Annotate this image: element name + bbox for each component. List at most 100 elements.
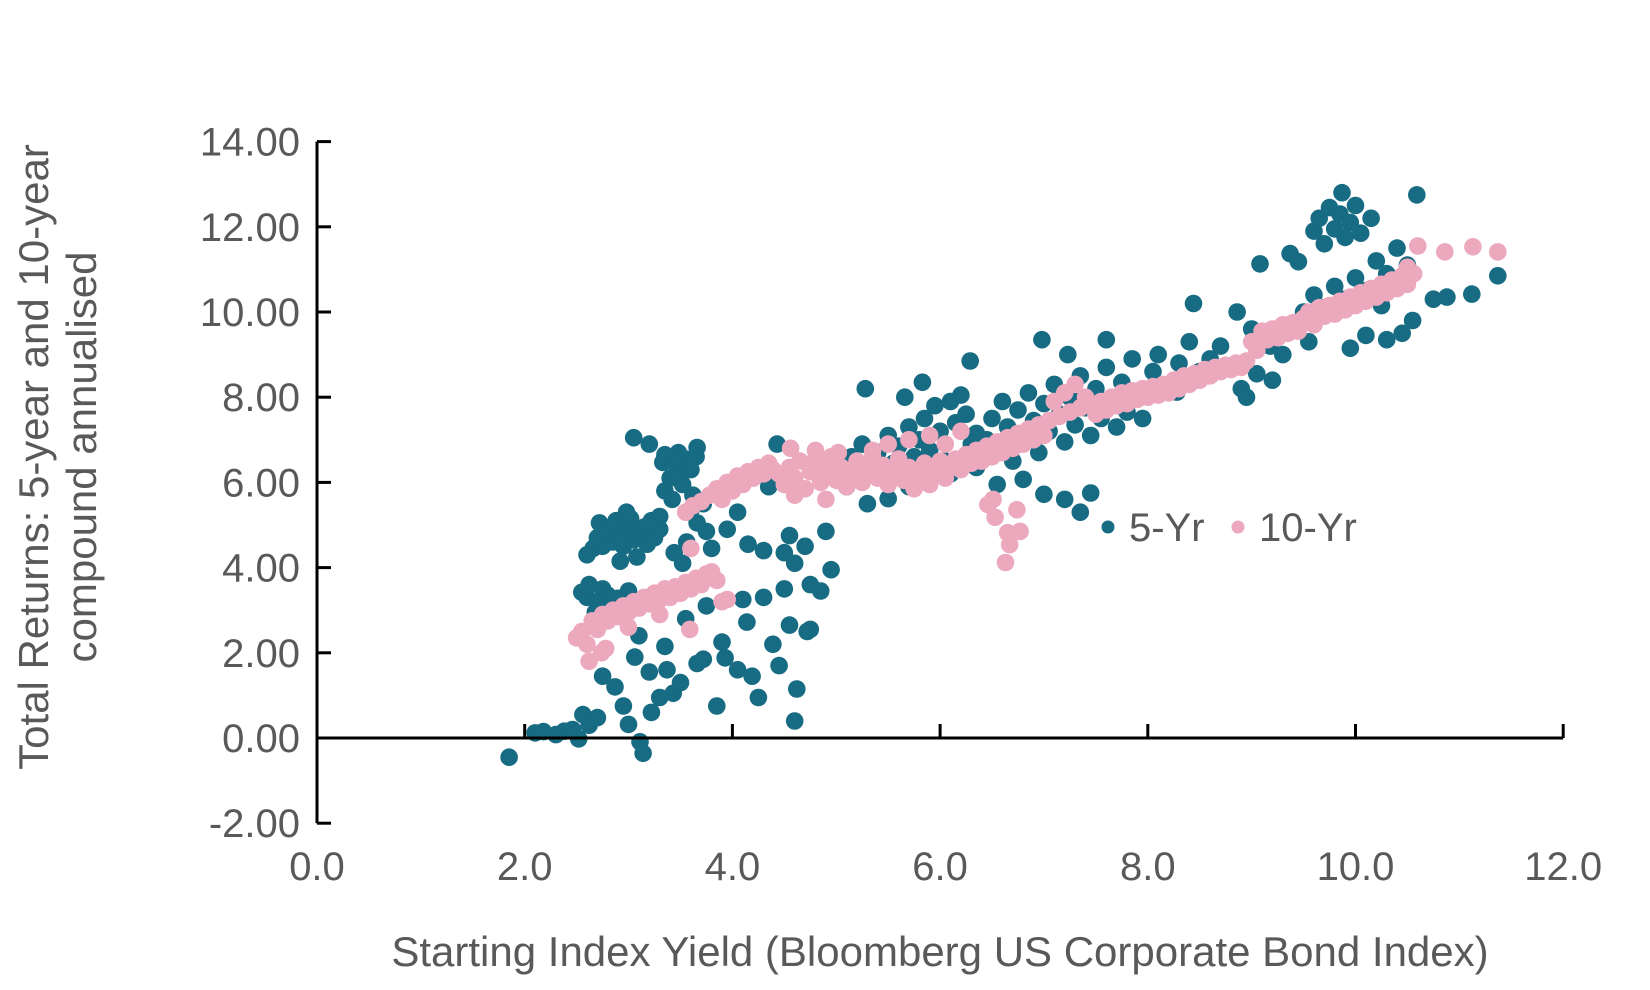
scatter-point-5-yr [1377, 330, 1396, 349]
scatter-point-5-yr [654, 453, 672, 472]
scatter-point-5-yr [1211, 337, 1230, 355]
scatter-point-5-yr [1133, 409, 1152, 428]
scatter-point-5-yr [993, 392, 1012, 411]
scatter-point-5-yr [614, 697, 633, 715]
scatter-point-5-yr [640, 663, 659, 681]
scatter-point-5-yr [650, 688, 669, 707]
scatter-point-5-yr [1274, 345, 1292, 364]
scatter-point-5-yr [663, 490, 681, 509]
scatter-point-5-yr [1081, 484, 1100, 502]
x-tick-labels: 0.0 2.0 4.0 6.0 8.0 10.0 12.0 [289, 845, 1602, 889]
legend-label-10yr: 10-Yr [1259, 506, 1357, 550]
scatter-point-10-yr [920, 426, 939, 445]
scatter-point-5-yr [734, 590, 752, 609]
legend: 5-Yr 10-Yr [1101, 506, 1357, 550]
scatter-point-5-yr [1251, 255, 1269, 273]
scatter-point-5-yr [988, 475, 1006, 494]
legend-label-5yr: 5-Yr [1129, 506, 1205, 550]
scatter-point-5-yr [697, 597, 716, 615]
scatter-point-5-yr [961, 352, 979, 370]
scatter-point-5-yr [1059, 345, 1077, 364]
scatter-point-10-yr [1035, 426, 1053, 445]
y-tick-labels: -2.00 0.00 2.00 4.00 6.00 8.00 10.00 12.00 14.00 [200, 121, 300, 847]
scatter-point-5-yr [822, 560, 840, 579]
scatter-point-5-yr [780, 526, 799, 545]
scatter-point-5-yr [619, 715, 638, 734]
scatter-point-5-yr [634, 744, 652, 763]
scatter-point-5-yr [1388, 239, 1406, 257]
scatter-point-10-yr [1011, 522, 1029, 541]
scatter-point-5-yr [640, 435, 659, 453]
scatter-point-5-yr [617, 503, 636, 521]
scatter-point-5-yr [900, 418, 918, 436]
scatter-point-5-yr [738, 613, 756, 631]
scatter-point-10-yr [1398, 258, 1417, 277]
y-tick-label: 4.00 [222, 547, 300, 591]
scatter-point-5-yr [1325, 277, 1344, 296]
legend-marker-5yr-icon [1101, 520, 1115, 534]
scatter-point-5-yr [668, 452, 687, 470]
scatter-point-10-yr [863, 441, 882, 460]
scatter-point-10-yr [829, 443, 848, 462]
scatter-point-10-yr [1000, 535, 1019, 554]
scatter-point-5-yr [1341, 339, 1360, 358]
scatter-point-10-yr [1409, 237, 1427, 255]
scatter-point-10-yr [682, 539, 700, 558]
scatter-point-10-yr [879, 435, 897, 453]
scatter-point-5-yr [1149, 345, 1167, 364]
scatter-point-5-yr [1408, 186, 1426, 204]
scatter-point-5-yr [611, 552, 629, 570]
scatter-point-5-yr [500, 748, 518, 766]
x-tick-label: 10.0 [1317, 845, 1395, 889]
scatter-point-5-yr [694, 650, 713, 668]
scatter-point-5-yr [785, 712, 804, 730]
scatter-point-5-yr [606, 678, 624, 696]
scatter-point-5-yr [588, 708, 607, 727]
scatter-point-5-yr [1144, 362, 1162, 381]
scatter-point-5-yr [593, 667, 612, 685]
scatter-point-5-yr [915, 409, 934, 428]
y-tick-label: 14.00 [200, 121, 300, 165]
scatter-point-10-yr [596, 639, 615, 658]
scatter-point-5-yr [957, 405, 975, 424]
scatter-point-10-yr [952, 422, 970, 441]
scatter-point-5-yr [650, 507, 669, 526]
scatter-point-5-yr [708, 697, 726, 715]
scatter-point-5-yr [1097, 358, 1116, 377]
scatter-point-5-yr [716, 649, 734, 667]
scatter-point-10-yr [796, 480, 814, 498]
scatter-point-5-yr [1351, 224, 1370, 242]
scatter-point-5-yr [658, 661, 676, 679]
scatter-point-5-yr [896, 388, 914, 407]
scatter-point-10-yr [580, 652, 598, 671]
scatter-point-10-yr [986, 508, 1004, 527]
scatter-point-5-yr [983, 409, 1001, 428]
scatter-point-5-yr [702, 539, 721, 558]
scatter-point-5-yr [858, 494, 877, 513]
scatter-point-5-yr [788, 680, 806, 698]
scatter-point-5-yr [1336, 228, 1354, 247]
scatter-point-5-yr [798, 622, 816, 641]
scatter-point-5-yr [952, 386, 970, 404]
scatter-point-5-yr [879, 489, 897, 508]
scatter-point-5-yr [1315, 235, 1334, 253]
scatter-point-5-yr [1081, 426, 1100, 445]
scatter-point-5-yr [1438, 288, 1456, 306]
scatter-point-5-yr [1357, 326, 1375, 345]
scatter-point-5-yr [1362, 209, 1380, 228]
scatter-point-5-yr [728, 503, 747, 521]
scatter-point-10-yr [900, 431, 918, 449]
scatter-point-5-yr [1489, 267, 1507, 285]
scatter-point-5-yr [1014, 470, 1032, 489]
scatter-point-5-yr [1035, 485, 1053, 504]
x-tick-label: 12.0 [1524, 845, 1602, 889]
scatter-point-10-yr [996, 553, 1015, 572]
scatter-point-5-yr [1055, 433, 1074, 451]
scatter-point-5-yr [697, 522, 716, 541]
legend-marker-10yr-icon [1231, 520, 1245, 534]
scatter-point-10-yr [650, 605, 669, 624]
scatter-point-5-yr [1463, 285, 1481, 303]
scatter-point-5-yr [713, 633, 731, 651]
y-tick-label: 0.00 [222, 717, 300, 761]
